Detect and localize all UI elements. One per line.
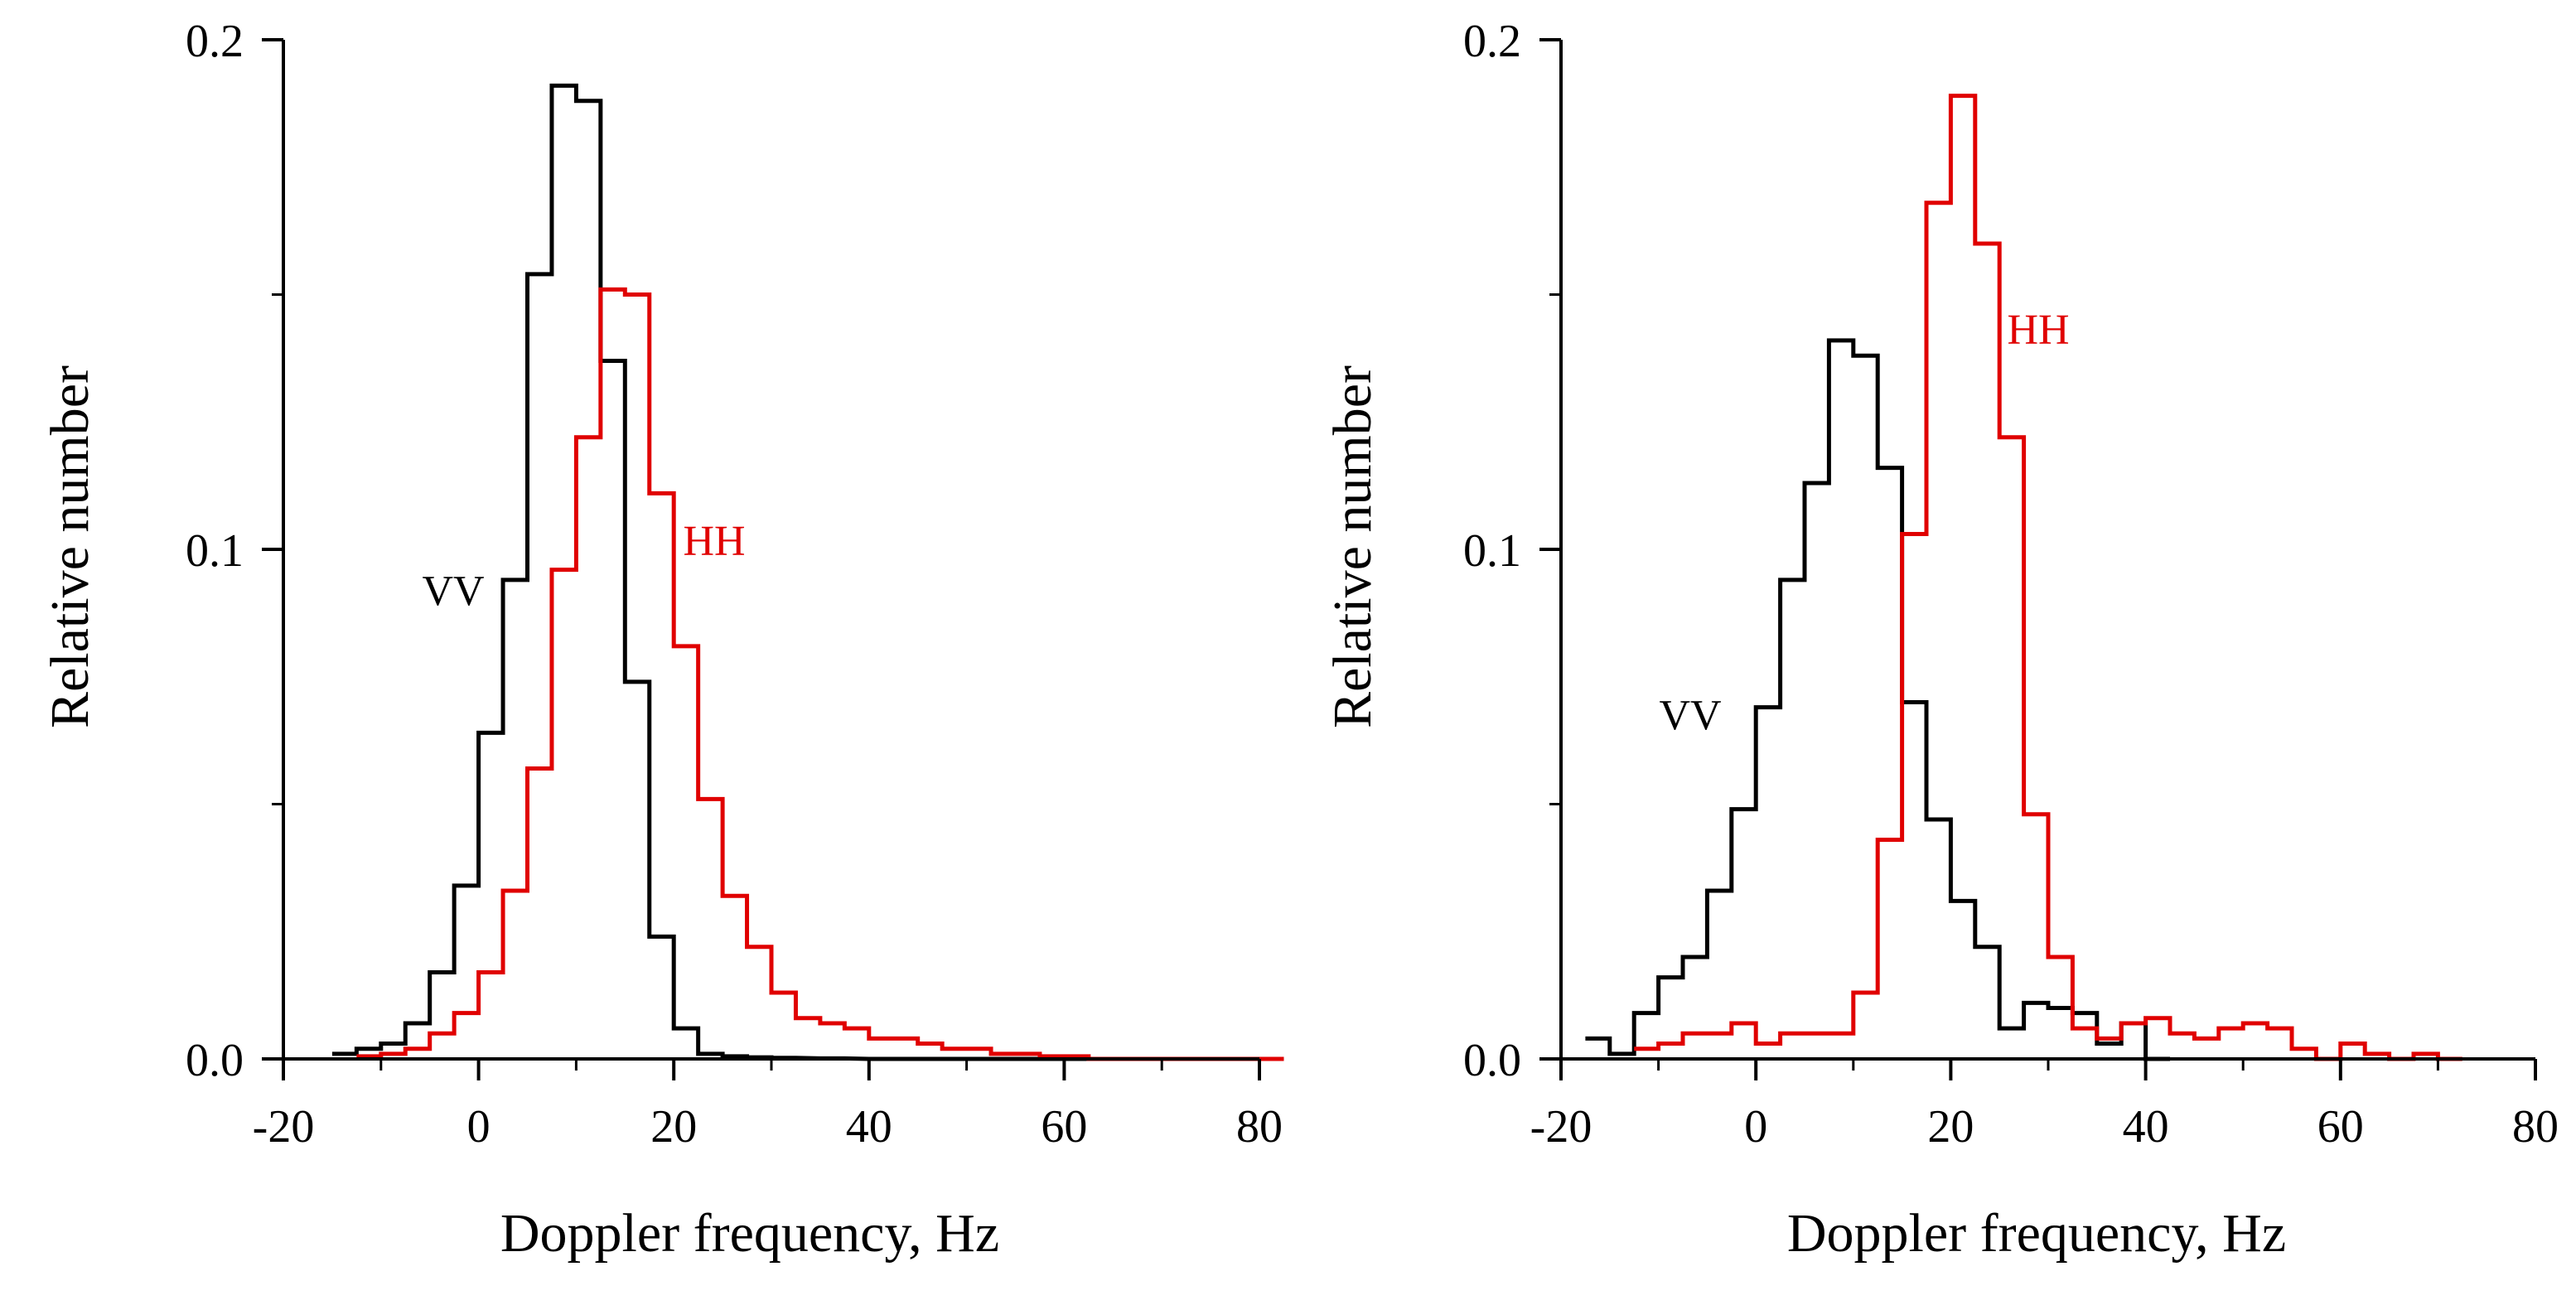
y-tick-label: 0.2 — [186, 16, 244, 67]
x-axis-title: Doppler frequency, Hz — [1787, 1203, 2286, 1264]
x-tick-label: -20 — [1530, 1101, 1592, 1153]
y-axis-title: Relative number — [1322, 365, 1383, 728]
left-histogram-panel: -20 0 20 40 60 80 0.0 0.1 0.2 Relative number Do… — [40, 16, 1284, 1264]
y-tick-label: 0.2 — [1463, 16, 1521, 67]
x-tick-label: -20 — [253, 1101, 315, 1153]
x-tick-label: 80 — [2512, 1101, 2559, 1153]
hh-series-label: HH — [683, 518, 745, 565]
hh-series-label: HH — [2007, 307, 2069, 354]
x-tick-label: 20 — [1927, 1101, 1974, 1153]
right-histogram-panel: -20 0 20 40 60 80 0.0 0.1 0.2 Relative number Do… — [1322, 16, 2559, 1264]
ticks: -20 0 20 40 60 80 0.0 0.1 0.2 — [1463, 16, 2559, 1153]
x-axis-title: Doppler frequency, Hz — [500, 1203, 999, 1264]
x-tick-label: 0 — [467, 1101, 491, 1153]
plot-area — [1585, 94, 2462, 1061]
x-tick-label: 0 — [1744, 1101, 1767, 1153]
ticks: -20 0 20 40 60 80 0.0 0.1 0.2 — [186, 16, 1283, 1153]
x-tick-label: 40 — [846, 1101, 892, 1153]
x-tick-label: 60 — [2317, 1101, 2364, 1153]
y-tick-label: 0.1 — [186, 525, 244, 577]
vv-series-label: VV — [1659, 692, 1721, 739]
y-tick-label: 0.1 — [1463, 525, 1521, 577]
vv-series-label: VV — [422, 568, 484, 615]
x-tick-label: 40 — [2123, 1101, 2169, 1153]
y-tick-label: 0.0 — [186, 1035, 244, 1086]
hh-series-line — [356, 287, 1284, 1061]
hh-series-line — [1634, 94, 2462, 1061]
y-axis-title: Relative number — [40, 365, 100, 728]
x-tick-label: 80 — [1236, 1101, 1283, 1153]
x-tick-label: 20 — [650, 1101, 697, 1153]
x-tick-label: 60 — [1041, 1101, 1087, 1153]
y-tick-label: 0.0 — [1463, 1035, 1521, 1086]
